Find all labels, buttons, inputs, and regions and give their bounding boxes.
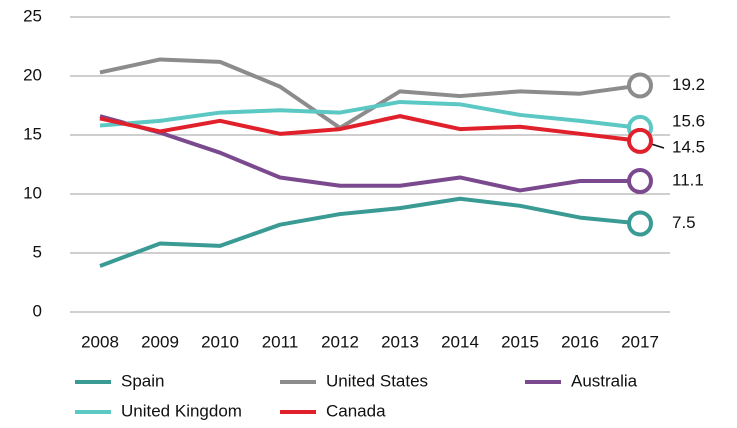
series-line [99, 114, 641, 143]
x-tick-label: 2016 [561, 332, 599, 351]
y-tick-label: 25 [23, 6, 42, 25]
y-tick-label: 10 [23, 183, 42, 202]
series-line [99, 57, 641, 130]
series-line [99, 99, 641, 130]
y-tick-label: 15 [23, 124, 42, 143]
x-tick-label: 2011 [262, 332, 299, 351]
end-marker [627, 168, 653, 195]
x-tick-label: 2008 [81, 332, 119, 351]
end-marker [627, 127, 653, 154]
x-tick-label: 2010 [201, 332, 239, 351]
end-marker [627, 210, 653, 237]
end-label: 7.5 [672, 213, 696, 232]
x-tick-label: 2012 [321, 332, 359, 351]
legend-label: Canada [326, 401, 386, 420]
x-tick-label: 2009 [141, 332, 179, 351]
legend-label: United States [326, 371, 428, 390]
end-label: 11.1 [672, 171, 704, 190]
x-tick-label: 2017 [621, 332, 659, 351]
legend-label: Spain [121, 371, 164, 390]
end-label: 19.2 [672, 75, 705, 94]
x-tick-label: 2014 [441, 332, 479, 351]
legend-label: United Kingdom [121, 401, 242, 420]
end-marker [627, 72, 653, 99]
y-tick-label: 20 [23, 65, 42, 84]
x-tick-label: 2015 [501, 332, 539, 351]
series-line [99, 114, 640, 193]
series-line [99, 196, 641, 268]
legend-label: Australia [571, 371, 638, 390]
x-tick-label: 2013 [381, 332, 419, 351]
end-label: 14.5 [672, 137, 705, 156]
y-tick-label: 0 [33, 301, 42, 320]
end-label: 15.6 [672, 111, 705, 130]
y-tick-label: 5 [33, 242, 42, 261]
